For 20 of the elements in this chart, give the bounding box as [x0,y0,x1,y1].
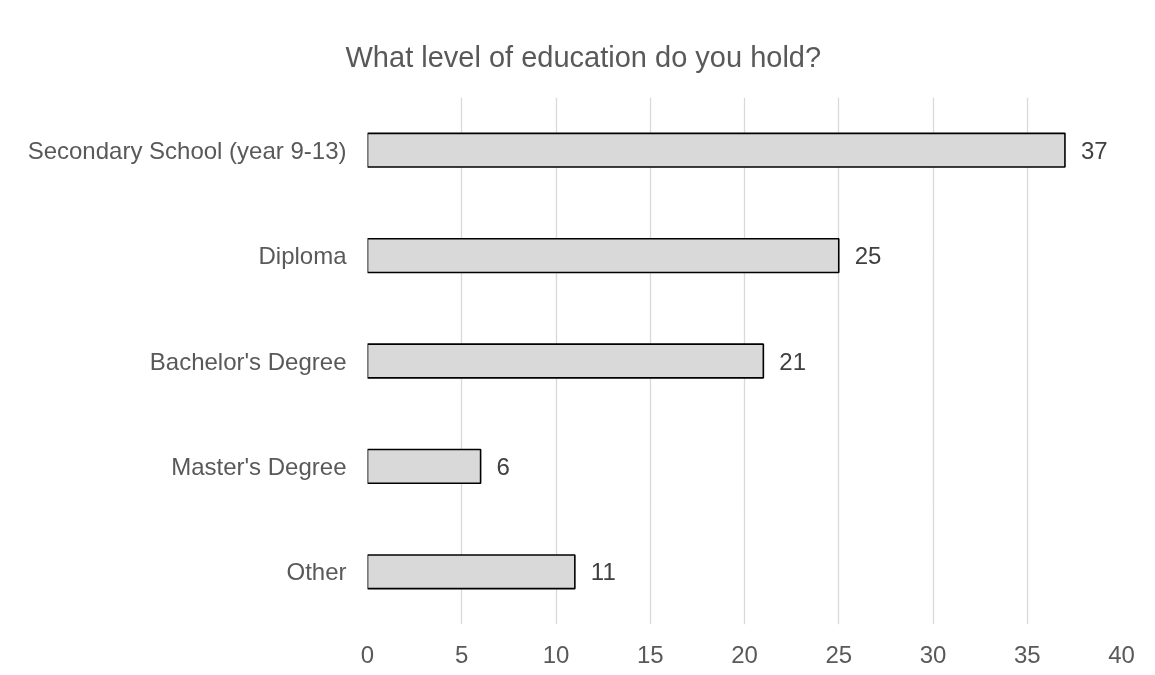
data-label: 25 [854,242,882,270]
data-label: 37 [1080,136,1108,164]
data-label: 21 [779,347,807,375]
x-tick-label: 10 [542,640,570,668]
data-label: 11 [590,558,616,586]
x-tick-label: 0 [360,640,375,668]
y-tick-label: Secondary School (year 9-13) [27,136,347,164]
x-tick-label: 15 [636,640,664,668]
x-tick-label: 35 [1013,640,1041,668]
y-tick-label: Other [286,558,347,586]
x-tick-label: 5 [455,640,469,668]
x-tick-label: 30 [919,640,947,668]
x-tick-label: 25 [825,640,853,668]
y-tick-label: Bachelor's Degree [149,347,347,375]
y-tick-label: Master's Degree [171,452,347,480]
x-tick-label: 40 [1108,640,1135,668]
y-tick-label: Diploma [258,242,348,270]
data-label: 6 [496,452,510,480]
chart-title: What level of education do you hold? [345,40,822,73]
x-tick-label: 20 [731,640,758,668]
